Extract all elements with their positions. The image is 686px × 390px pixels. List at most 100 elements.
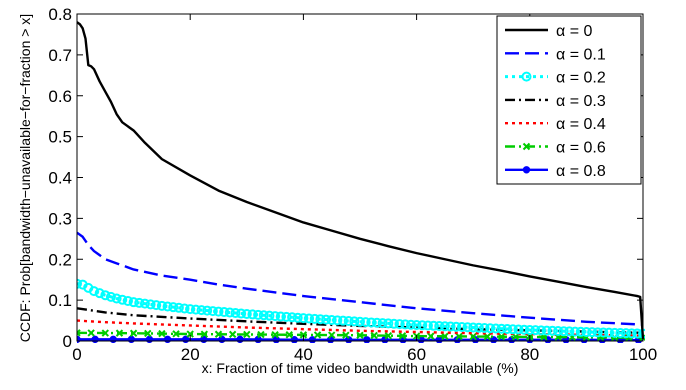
series-marker (355, 316, 365, 327)
series-marker (156, 300, 167, 311)
y-tick-label: 0.5 (48, 128, 72, 147)
series-marker (271, 330, 279, 339)
series-marker (139, 298, 150, 309)
legend-label: α = 0.3 (556, 93, 606, 110)
x-tick-label: 0 (72, 345, 81, 364)
series-marker (111, 293, 122, 304)
series-marker (441, 332, 449, 341)
series-marker (592, 327, 603, 338)
series-marker (411, 320, 422, 331)
legend-label: α = 0.4 (556, 116, 606, 133)
series-marker (581, 327, 592, 338)
y-tick-label: 0.8 (48, 5, 72, 24)
series-marker (338, 315, 349, 326)
series-line (77, 307, 644, 335)
series-marker (456, 322, 467, 333)
series-marker (326, 314, 337, 325)
series-marker (87, 329, 95, 337)
series-marker (270, 311, 281, 322)
x-tick-label: 20 (181, 345, 200, 364)
series-marker (94, 288, 105, 299)
series-marker (241, 309, 252, 320)
series-line (77, 338, 644, 342)
series-marker (519, 324, 530, 335)
series-marker (128, 297, 139, 308)
series-marker (473, 322, 484, 333)
series-marker (196, 305, 207, 316)
series-marker (553, 325, 564, 336)
series-marker (422, 320, 433, 331)
series-marker (598, 327, 609, 338)
series-marker (356, 331, 364, 339)
series-marker (524, 324, 535, 335)
series-marker (243, 330, 251, 339)
legend-entry: α = 0.3 (505, 93, 606, 110)
series-marker (163, 335, 172, 343)
series-marker (632, 328, 643, 339)
series-marker (575, 326, 586, 337)
series-marker (435, 336, 443, 343)
series-marker (179, 303, 190, 314)
x-tick-label: 100 (629, 345, 657, 364)
series-marker (377, 318, 388, 329)
series-marker (304, 313, 315, 324)
series-marker (287, 312, 298, 323)
series-marker (626, 328, 637, 339)
series-marker (360, 317, 371, 328)
y-axis-label: CCDF: Prob[bandwidth−unavailable−for−fra… (17, 14, 33, 342)
series-marker (468, 322, 479, 333)
series-marker (117, 294, 128, 305)
series-marker (109, 335, 117, 343)
series-marker (91, 335, 99, 343)
series-marker (186, 330, 194, 338)
series-marker (604, 327, 615, 338)
ticks-layer: 0 20 40 60 80 100 0 0.1 0.2 0.3 0.4 0.5 0.6 0.7 0.8 (48, 5, 657, 364)
series-marker (299, 331, 308, 339)
series-marker (228, 330, 237, 339)
series-marker (383, 318, 394, 329)
legend-entry: α = 0.6 (505, 140, 606, 157)
series-marker (285, 331, 293, 339)
series-alpha-2 (77, 278, 645, 339)
series-marker (214, 330, 223, 338)
series-marker (349, 316, 360, 327)
series-marker (400, 319, 411, 330)
legend-marker (522, 166, 531, 174)
series-marker (101, 329, 110, 337)
series-marker (219, 307, 230, 318)
series-marker (315, 314, 326, 325)
series-alpha-1 (77, 231, 644, 326)
series-marker (342, 331, 350, 339)
series-marker (485, 323, 496, 334)
series-marker (558, 326, 569, 337)
series-marker (434, 321, 445, 332)
series-line (77, 231, 644, 326)
series-marker (313, 331, 322, 339)
y-tick-label: 0.4 (48, 169, 72, 188)
x-tick-label: 80 (520, 345, 539, 364)
series-marker (151, 300, 162, 311)
y-tick-label: 0 (63, 332, 72, 351)
series-alpha-3 (77, 307, 644, 335)
series-marker (122, 295, 133, 306)
series-marker (621, 328, 632, 339)
series-marker (479, 323, 490, 334)
series-marker (236, 335, 244, 343)
x-axis-label: x: Fraction of time video bandwidth unav… (202, 360, 519, 376)
legend-label: α = 0.6 (556, 140, 606, 157)
series-marker (309, 313, 320, 324)
series-marker (451, 321, 462, 332)
series-marker (145, 299, 156, 310)
series-marker (502, 323, 513, 334)
series-marker (253, 309, 264, 320)
series-layer (77, 21, 645, 343)
y-tick-label: 0.2 (48, 250, 72, 269)
series-marker (77, 278, 82, 289)
series-marker (257, 330, 265, 339)
legend-marker (522, 142, 531, 151)
series-marker (332, 315, 343, 326)
series-marker (230, 308, 241, 319)
series-marker (587, 327, 598, 338)
y-tick-label: 0.7 (48, 46, 72, 65)
